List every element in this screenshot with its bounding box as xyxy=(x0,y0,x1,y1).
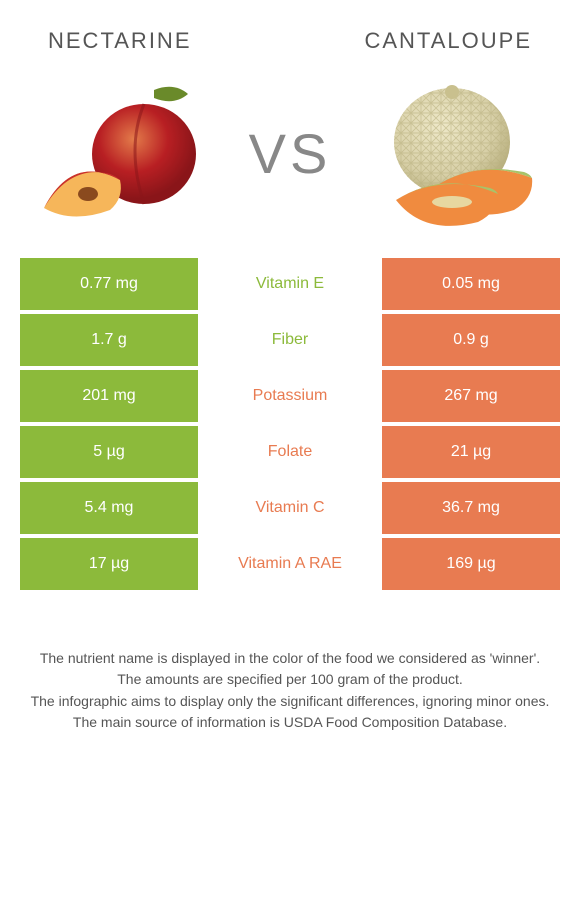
cell-nutrient-label: Potassium xyxy=(198,370,382,422)
footer-notes: The nutrient name is displayed in the co… xyxy=(20,648,560,732)
cell-left-value: 5.4 mg xyxy=(20,482,198,534)
footer-note-line: The amounts are specified per 100 gram o… xyxy=(20,669,560,689)
cell-left-value: 17 µg xyxy=(20,538,198,590)
image-row: VS xyxy=(0,54,580,252)
cell-nutrient-label: Fiber xyxy=(198,314,382,366)
table-row: 17 µgVitamin A RAE169 µg xyxy=(20,538,560,590)
table-row: 201 mgPotassium267 mg xyxy=(20,370,560,422)
table-row: 1.7 gFiber0.9 g xyxy=(20,314,560,366)
footer-note-line: The infographic aims to display only the… xyxy=(20,691,560,711)
cell-nutrient-label: Vitamin C xyxy=(198,482,382,534)
page: NECTARINE CANTALOUPE VS xyxy=(0,0,580,904)
cell-right-value: 0.05 mg xyxy=(382,258,560,310)
footer-note-line: The main source of information is USDA F… xyxy=(20,712,560,732)
cell-left-value: 5 µg xyxy=(20,426,198,478)
cell-left-value: 1.7 g xyxy=(20,314,198,366)
comparison-table: 0.77 mgVitamin E0.05 mg1.7 gFiber0.9 g20… xyxy=(20,258,560,590)
cell-right-value: 36.7 mg xyxy=(382,482,560,534)
cell-right-value: 21 µg xyxy=(382,426,560,478)
footer-note-line: The nutrient name is displayed in the co… xyxy=(20,648,560,668)
cantaloupe-image xyxy=(366,78,544,228)
cell-left-value: 201 mg xyxy=(20,370,198,422)
title-left: NECTARINE xyxy=(48,28,192,54)
vs-label: VS xyxy=(249,121,332,186)
cell-right-value: 169 µg xyxy=(382,538,560,590)
table-row: 0.77 mgVitamin E0.05 mg xyxy=(20,258,560,310)
table-row: 5 µgFolate21 µg xyxy=(20,426,560,478)
header: NECTARINE CANTALOUPE xyxy=(0,0,580,54)
title-right: CANTALOUPE xyxy=(364,28,532,54)
nectarine-image xyxy=(36,78,214,228)
cell-right-value: 267 mg xyxy=(382,370,560,422)
cell-right-value: 0.9 g xyxy=(382,314,560,366)
cell-nutrient-label: Vitamin E xyxy=(198,258,382,310)
cell-left-value: 0.77 mg xyxy=(20,258,198,310)
table-row: 5.4 mgVitamin C36.7 mg xyxy=(20,482,560,534)
cell-nutrient-label: Vitamin A RAE xyxy=(198,538,382,590)
cell-nutrient-label: Folate xyxy=(198,426,382,478)
